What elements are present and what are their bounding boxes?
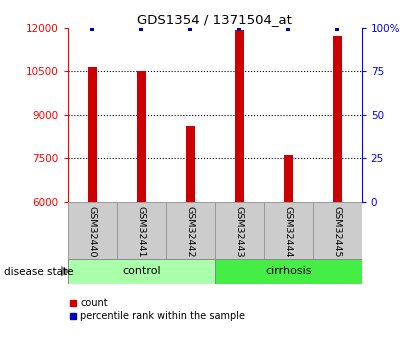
Text: GSM32442: GSM32442: [186, 206, 195, 257]
Point: [89, 27, 96, 32]
Bar: [235, 30, 244, 202]
Point: [285, 27, 291, 32]
Bar: [166, 202, 215, 259]
Bar: [284, 155, 293, 202]
Polygon shape: [61, 267, 70, 276]
Bar: [68, 259, 215, 284]
Text: cirrhosis: cirrhosis: [265, 266, 312, 276]
Text: GSM32444: GSM32444: [284, 206, 293, 257]
Bar: [215, 202, 264, 259]
Point: [138, 27, 145, 32]
Bar: [215, 259, 362, 284]
Bar: [333, 36, 342, 202]
Bar: [117, 202, 166, 259]
Text: GSM32441: GSM32441: [137, 206, 146, 257]
Bar: [68, 202, 117, 259]
Legend: count, percentile rank within the sample: count, percentile rank within the sample: [71, 298, 245, 321]
Bar: [313, 202, 362, 259]
Bar: [186, 126, 195, 202]
Bar: [137, 71, 145, 202]
Bar: [264, 202, 313, 259]
Point: [236, 27, 242, 32]
Text: control: control: [122, 266, 161, 276]
Text: GSM32445: GSM32445: [332, 206, 342, 257]
Point: [187, 27, 194, 32]
Title: GDS1354 / 1371504_at: GDS1354 / 1371504_at: [137, 13, 292, 27]
Text: disease state: disease state: [4, 267, 74, 276]
Point: [334, 27, 340, 32]
Text: GSM32443: GSM32443: [235, 206, 244, 257]
Text: GSM32440: GSM32440: [88, 206, 97, 257]
Bar: [88, 67, 97, 202]
